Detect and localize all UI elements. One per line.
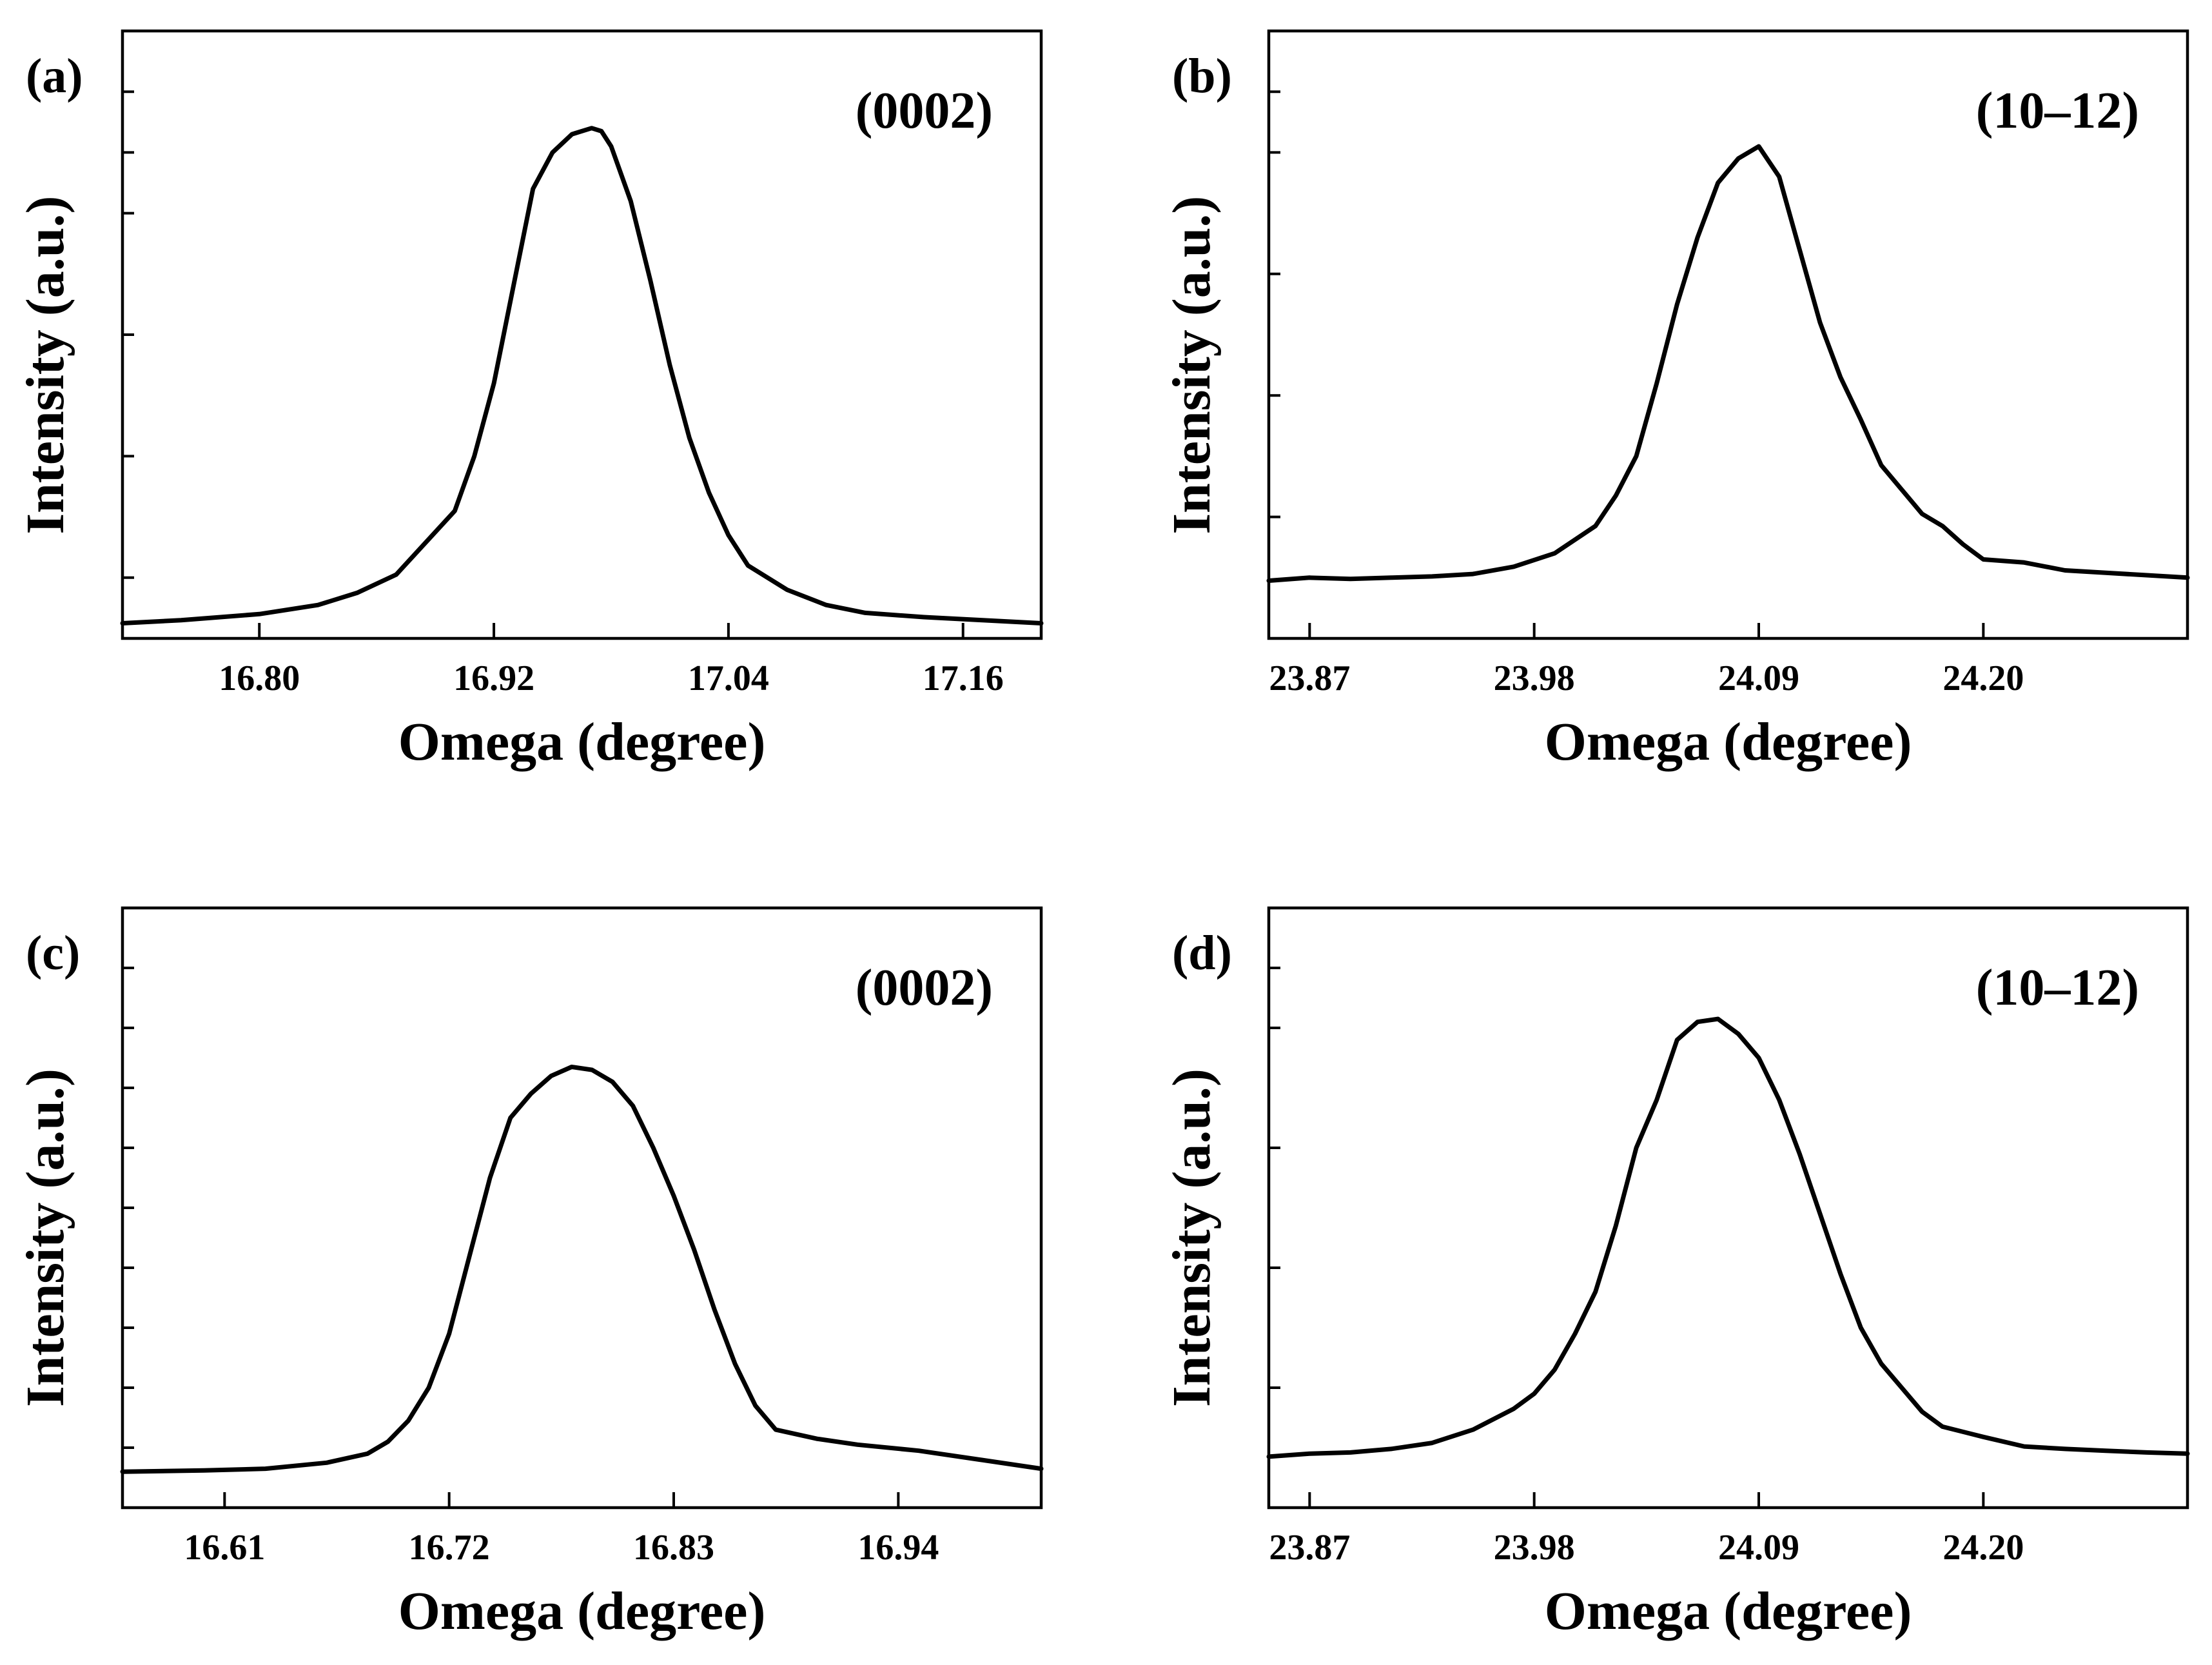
y-axis-label: Intensity (a.u.) bbox=[15, 196, 75, 535]
panel-label: (c) bbox=[26, 926, 80, 980]
x-tick-label: 24.20 bbox=[1943, 1528, 2024, 1568]
x-tick-label: 16.94 bbox=[857, 1528, 939, 1568]
x-tick-label: 24.20 bbox=[1943, 658, 2024, 698]
series-line bbox=[120, 1065, 1044, 1474]
panel-a: 16.80 16.92 17.04 17.16 Omega (degree) Intens… bbox=[15, 29, 1044, 772]
y-axis-label: Intensity (a.u.) bbox=[1162, 1069, 1222, 1407]
reflection-label: (0002) bbox=[856, 960, 993, 1016]
x-tick-label: 23.87 bbox=[1269, 658, 1350, 698]
y-axis-label: Intensity (a.u.) bbox=[15, 1069, 75, 1407]
x-tick-label: 23.98 bbox=[1494, 658, 1575, 698]
x-tick-label: 16.61 bbox=[184, 1528, 265, 1568]
x-tick-label: 23.87 bbox=[1269, 1528, 1350, 1568]
x-tick-label: 16.92 bbox=[453, 658, 534, 698]
x-tick-label: 24.09 bbox=[1718, 658, 1799, 698]
panel-d: 23.87 23.98 24.09 24.20 Omega (degree) Intens… bbox=[1162, 906, 2190, 1641]
panel-b: 23.87 23.98 24.09 24.20 Omega (degree) Intens… bbox=[1162, 29, 2190, 772]
x-tick-label: 17.16 bbox=[923, 658, 1004, 698]
x-tick-label: 17.04 bbox=[688, 658, 769, 698]
series-line bbox=[120, 126, 1044, 626]
reflection-label: (0002) bbox=[856, 83, 993, 139]
x-tick-label: 16.72 bbox=[409, 1528, 490, 1568]
x-tick-label: 16.80 bbox=[219, 658, 300, 698]
x-axis-label: Omega (degree) bbox=[398, 712, 766, 772]
panel-label: (a) bbox=[26, 49, 83, 103]
x-axis-label: Omega (degree) bbox=[398, 1581, 766, 1641]
x-tick-label: 24.09 bbox=[1718, 1528, 1799, 1568]
reflection-label: (10–12) bbox=[1976, 960, 2139, 1016]
panel-label: (d) bbox=[1172, 926, 1232, 980]
panels: 16.80 16.92 17.04 17.16 Omega (degree) Intens… bbox=[15, 29, 2190, 1641]
plot-frame bbox=[1267, 906, 2189, 1510]
plot-frame bbox=[1267, 29, 2189, 640]
panel-label: (b) bbox=[1172, 49, 1232, 103]
series-line bbox=[1266, 144, 2190, 583]
series-line bbox=[1266, 1016, 2190, 1459]
y-axis-label: Intensity (a.u.) bbox=[1162, 196, 1222, 535]
x-axis-label: Omega (degree) bbox=[1545, 1581, 1912, 1641]
x-axis-label: Omega (degree) bbox=[1545, 712, 1912, 772]
panel-c: 16.61 16.72 16.83 16.94 Omega (degree) Intens… bbox=[15, 906, 1044, 1641]
x-tick-label: 16.83 bbox=[633, 1528, 714, 1568]
reflection-label: (10–12) bbox=[1976, 83, 2139, 139]
x-tick-label: 23.98 bbox=[1494, 1528, 1575, 1568]
